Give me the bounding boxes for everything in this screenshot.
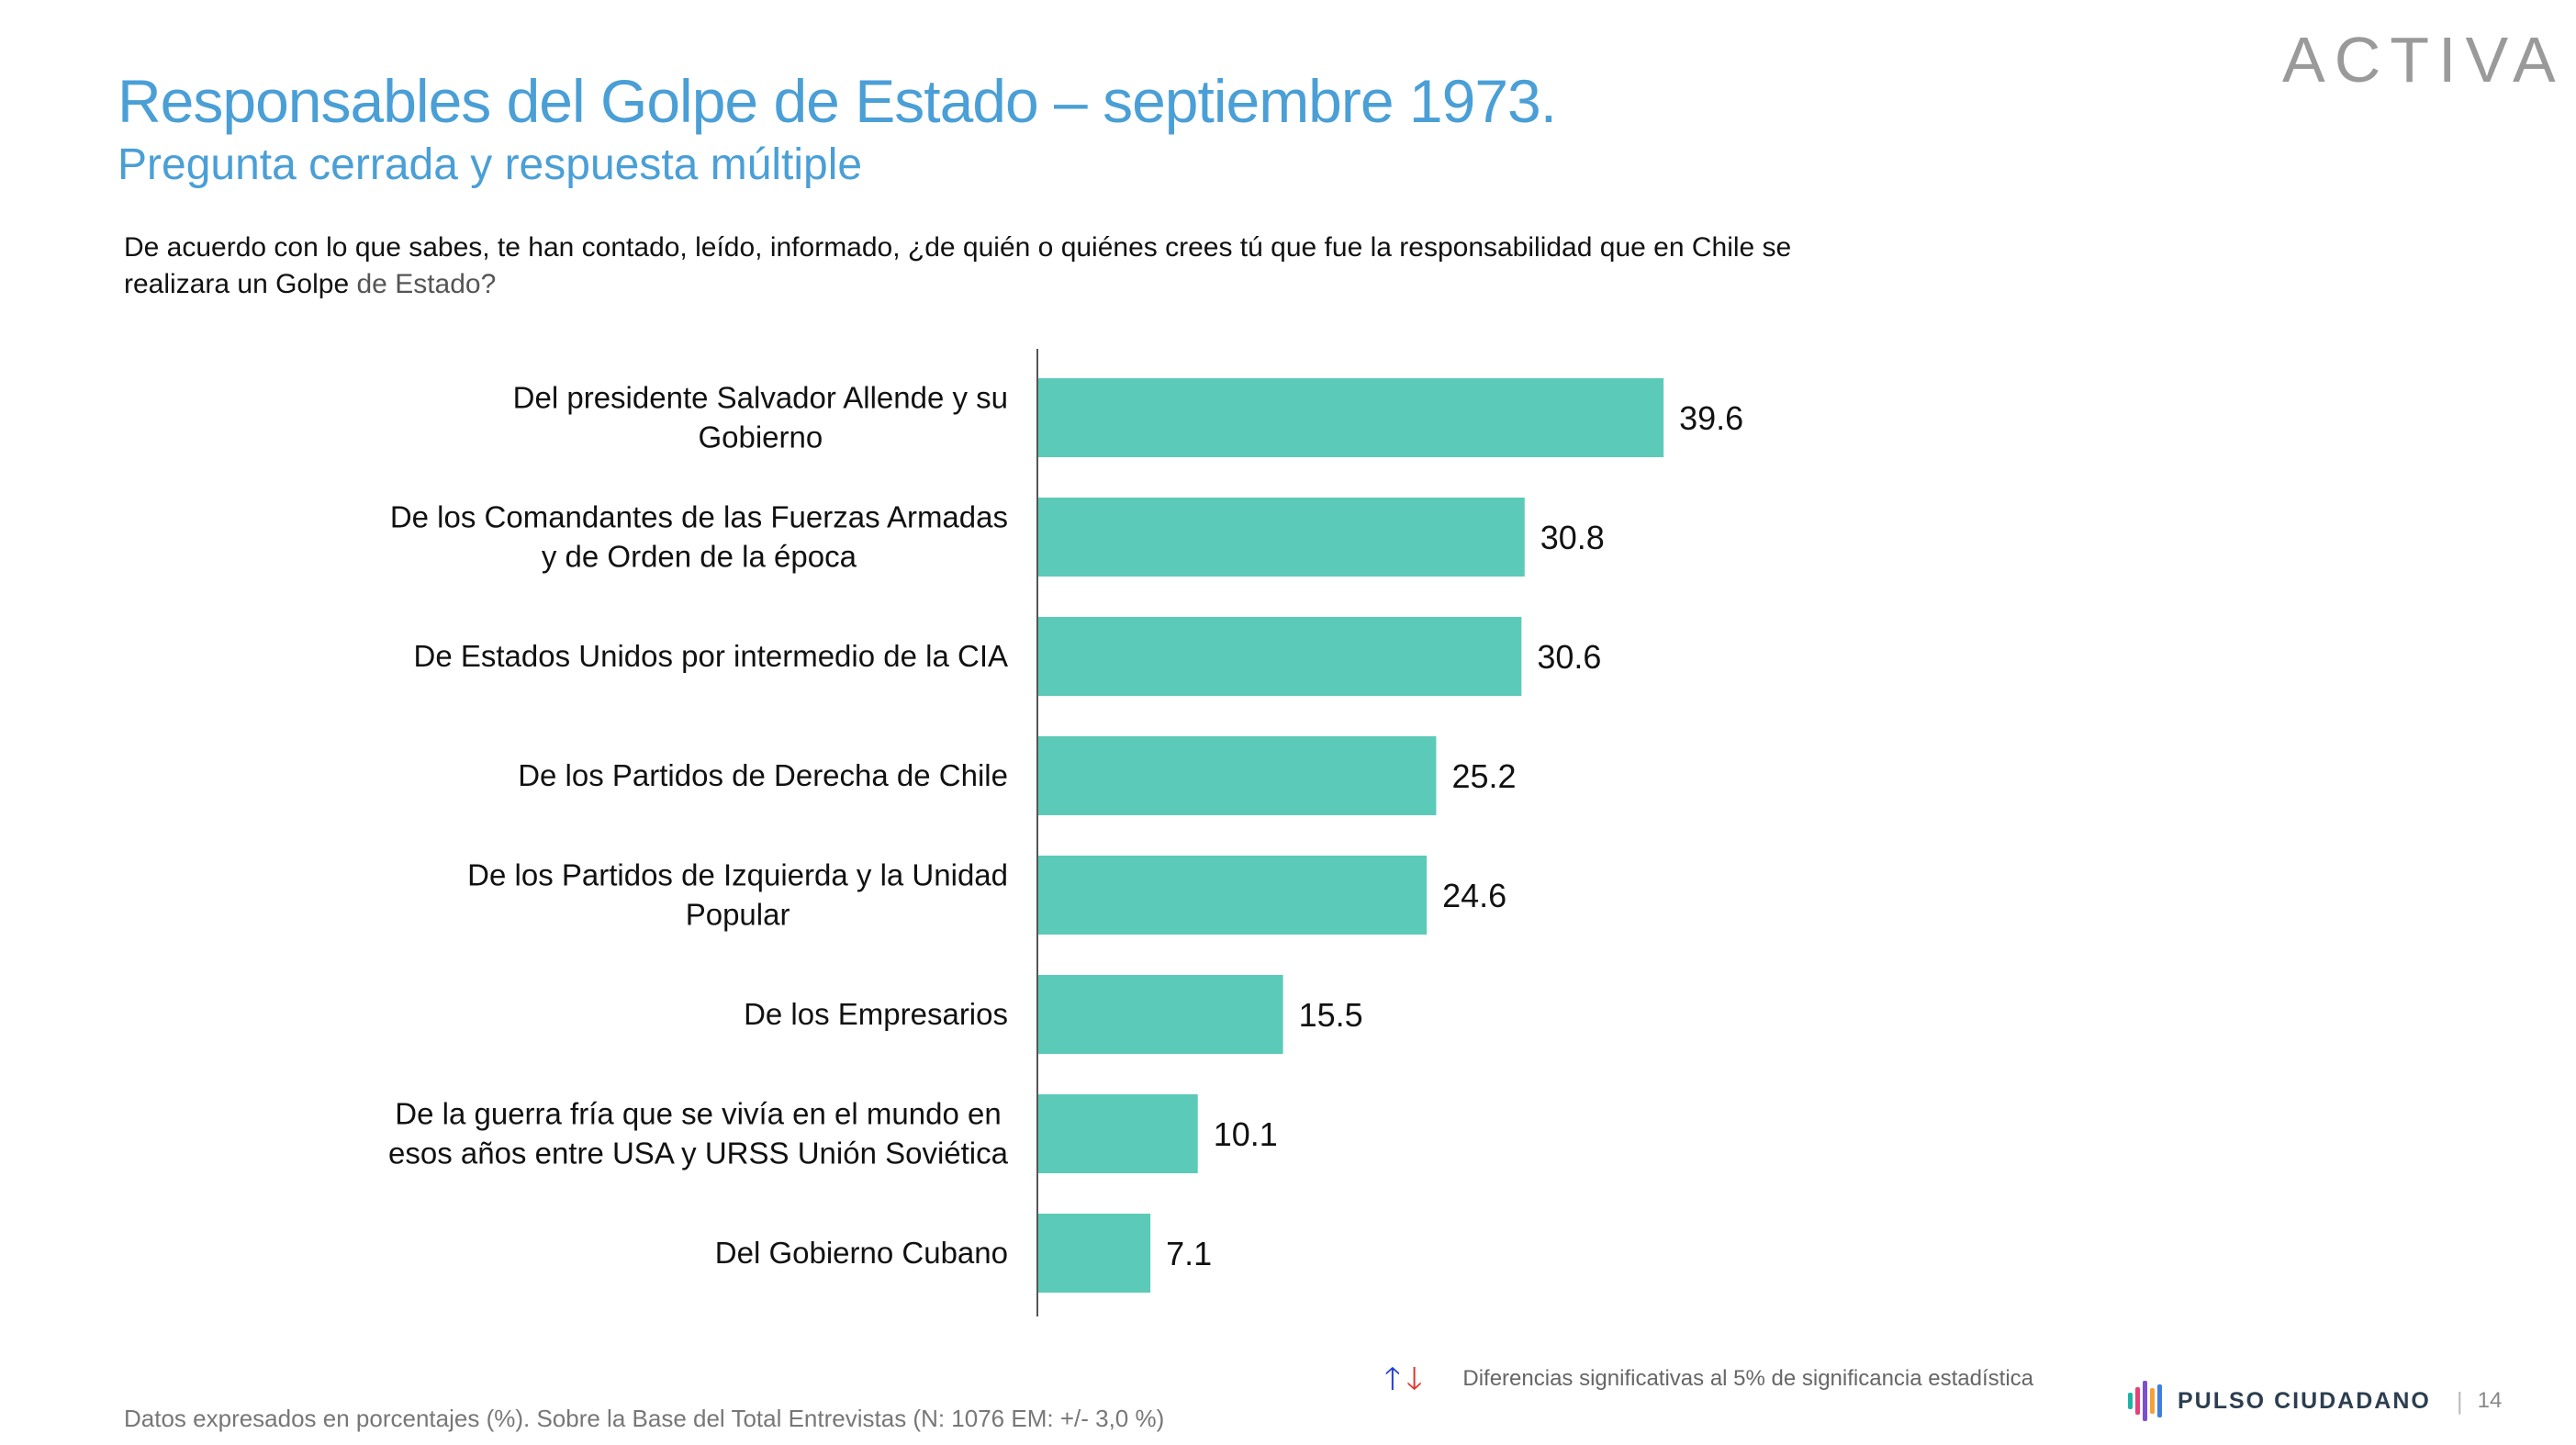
page-number: 14 bbox=[2477, 1388, 2503, 1413]
category-label: De los Empresarios bbox=[744, 997, 1008, 1031]
page-title: Responsables del Golpe de Estado – septi… bbox=[118, 67, 1557, 135]
category-label: Del presidente Salvador Allende y su Gobi… bbox=[513, 381, 1008, 454]
value-label: 30.6 bbox=[1537, 638, 1601, 676]
category-label-line: esos años entre USA y URSS Unión Soviéti… bbox=[388, 1137, 1009, 1171]
brand-name: PULSO CIUDADANO bbox=[2178, 1387, 2431, 1414]
category-label: De Estados Unidos por intermedio de la C… bbox=[414, 639, 1009, 673]
question-text-end: de Estado? bbox=[356, 269, 497, 299]
arrow-down-icon: 🡓 bbox=[1406, 1361, 1423, 1396]
category-label-line: De Estados Unidos por intermedio de la C… bbox=[414, 639, 1009, 673]
bar bbox=[1038, 378, 1664, 457]
bar bbox=[1038, 1214, 1151, 1293]
bar bbox=[1038, 736, 1437, 815]
category-label-line: Popular bbox=[686, 898, 790, 932]
value-label: 30.8 bbox=[1540, 519, 1605, 556]
value-label: 15.5 bbox=[1299, 996, 1363, 1034]
category-label-line: Gobierno bbox=[698, 420, 823, 454]
bar bbox=[1038, 498, 1525, 577]
value-label: 7.1 bbox=[1166, 1235, 1212, 1272]
page-subtitle: Pregunta cerrada y respuesta múltiple bbox=[118, 140, 863, 189]
category-label-line: De los Comandantes de las Fuerzas Armada… bbox=[390, 500, 1008, 534]
category-label: De la guerra fría que se vivía en el mun… bbox=[388, 1097, 1009, 1171]
bar bbox=[1038, 975, 1283, 1054]
category-label-line: Del presidente Salvador Allende y su bbox=[513, 381, 1008, 415]
category-label-line: De la guerra fría que se vivía en el mun… bbox=[395, 1097, 1001, 1131]
question-text: De acuerdo con lo que sabes, te han cont… bbox=[124, 232, 1792, 299]
value-label: 10.1 bbox=[1214, 1115, 1278, 1153]
significance-legend: 🡑 🡓 Diferencias significativas al 5% de … bbox=[1384, 1361, 2033, 1397]
brand-bars-icon bbox=[2128, 1381, 2165, 1421]
value-label: 25.2 bbox=[1451, 757, 1516, 795]
bar-chart: 39.6 Del presidente Salvador Allende y su… bbox=[388, 349, 1743, 1316]
category-label: De los Partidos de Derecha de Chile bbox=[518, 758, 1008, 792]
category-label: De los Comandantes de las Fuerzas Armada… bbox=[390, 500, 1008, 574]
category-label-line: y de Orden de la época bbox=[542, 540, 857, 574]
category-label-line: De los Partidos de Derecha de Chile bbox=[518, 758, 1008, 792]
legend-text: Diferencias significativas al 5% de sign… bbox=[1462, 1366, 2034, 1391]
value-label: 24.6 bbox=[1442, 877, 1506, 914]
survey-question: De acuerdo con lo que sabes, te han cont… bbox=[124, 230, 1822, 303]
category-label-line: De los Partidos de Izquierda y la Unidad bbox=[467, 858, 1008, 892]
category-label: Del Gobierno Cubano bbox=[715, 1236, 1008, 1270]
category-label-line: Del Gobierno Cubano bbox=[715, 1236, 1008, 1270]
bar bbox=[1038, 856, 1428, 935]
category-label-line: De los Empresarios bbox=[744, 997, 1008, 1031]
value-label: 39.6 bbox=[1679, 399, 1743, 437]
footnote: Datos expresados en porcentajes (%). Sob… bbox=[124, 1405, 1165, 1432]
bar bbox=[1038, 617, 1522, 696]
activa-logo: ACTIVA bbox=[2282, 26, 2558, 94]
arrow-up-icon: 🡑 bbox=[1384, 1361, 1401, 1396]
page-separator: | bbox=[2456, 1386, 2463, 1415]
pulso-ciudadano-brand: PULSO CIUDADANO | 14 bbox=[2128, 1379, 2502, 1423]
category-label: De los Partidos de Izquierda y la Unidad… bbox=[467, 858, 1008, 932]
bar bbox=[1038, 1094, 1198, 1173]
